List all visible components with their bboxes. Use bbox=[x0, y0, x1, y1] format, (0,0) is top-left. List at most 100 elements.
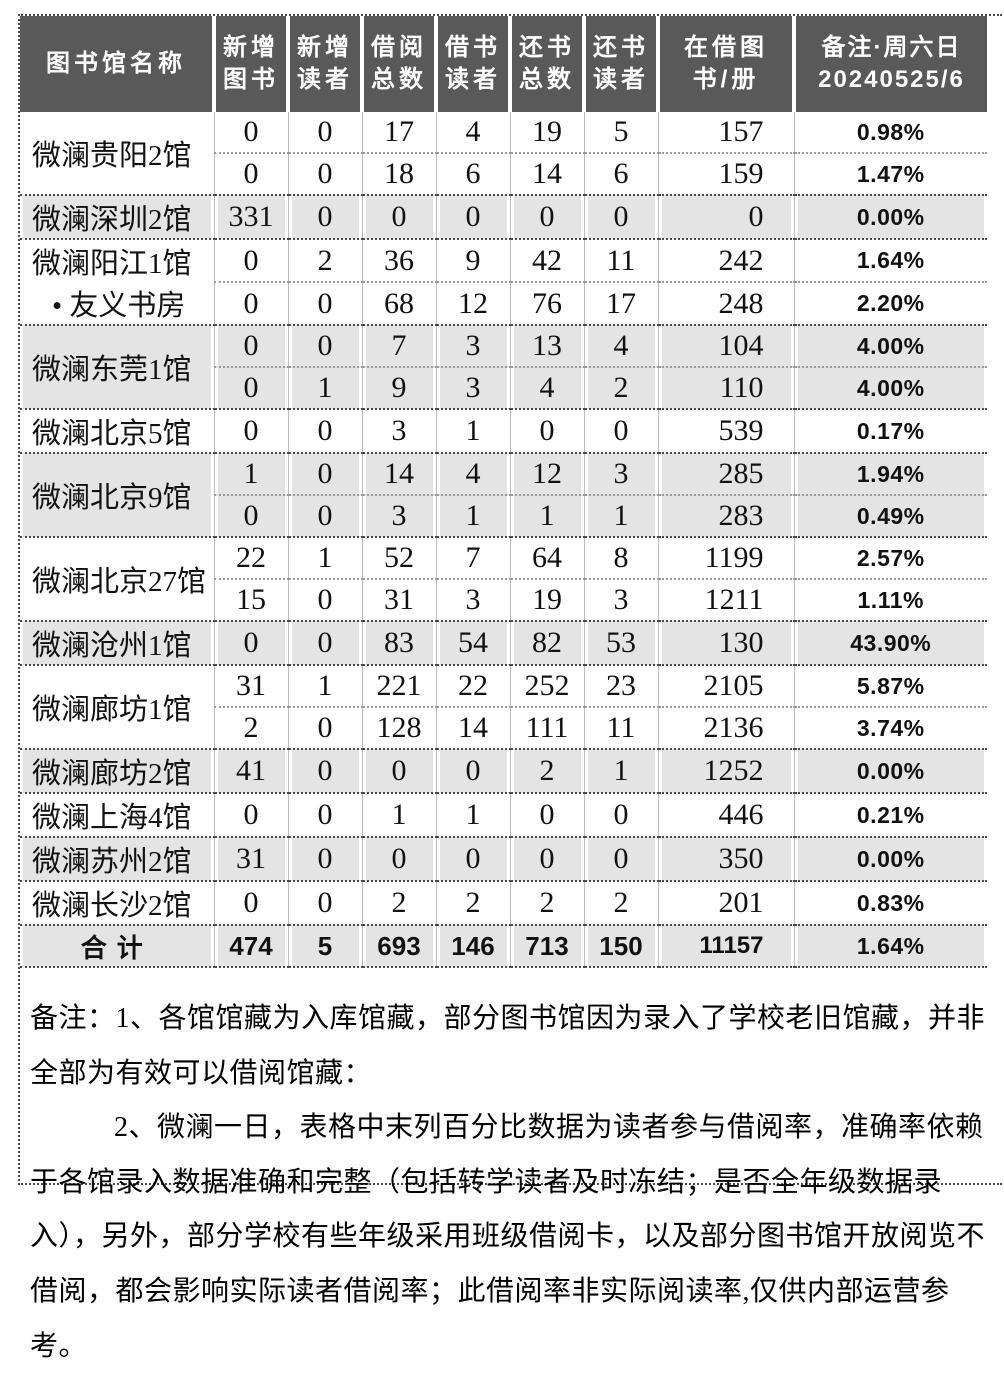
stat-cell: 111 bbox=[509, 707, 584, 750]
stat-cell: 221 bbox=[361, 665, 436, 708]
stat-cell: 693 bbox=[361, 925, 436, 968]
stat-cell: 0 bbox=[213, 621, 288, 666]
onloan-cell: 0 bbox=[657, 195, 794, 240]
stat-cell: 0 bbox=[583, 409, 658, 454]
stat-cell: 0 bbox=[213, 881, 288, 926]
onloan-cell: 159 bbox=[657, 153, 794, 196]
stat-cell: 0 bbox=[287, 707, 362, 750]
stat-cell: 19 bbox=[509, 112, 584, 154]
stat-cell: 0 bbox=[287, 153, 362, 196]
onloan-cell: 242 bbox=[657, 239, 794, 283]
stat-cell: 0 bbox=[287, 495, 362, 538]
stat-cell: 0 bbox=[213, 325, 288, 368]
stat-cell: 68 bbox=[361, 282, 436, 326]
onloan-cell: 446 bbox=[657, 793, 794, 838]
stat-cell: 252 bbox=[509, 665, 584, 708]
stat-cell: 14 bbox=[509, 153, 584, 196]
stat-cell: 0 bbox=[287, 282, 362, 326]
stat-cell: 0 bbox=[361, 195, 436, 240]
stat-cell: 3 bbox=[583, 579, 658, 622]
stat-cell: 0 bbox=[583, 195, 658, 240]
table-row: 微澜上海4馆 0 0 1 1 0 0 446 0.21% bbox=[20, 793, 987, 838]
onloan-cell: 130 bbox=[657, 621, 794, 666]
table-row: 微澜北京5馆 0 0 3 1 0 0 539 0.17% bbox=[20, 409, 987, 454]
col-header-library-name: 图书馆名称 bbox=[20, 16, 214, 112]
rate-cell: 0.00% bbox=[793, 749, 987, 794]
stat-cell: 0 bbox=[287, 112, 362, 154]
header-row: 图书馆名称 新增 图书 新增 读者 借阅 总数 借书 读者 bbox=[20, 16, 987, 112]
stat-cell: 0 bbox=[435, 749, 510, 794]
library-name: 微澜廊坊2馆 bbox=[32, 758, 192, 790]
onloan-cell: 157 bbox=[657, 112, 794, 154]
table-row: 2 0 128 14 111 11 2136 3.74% bbox=[20, 707, 987, 750]
table-row: 0 0 68 12 76 17 248 2.20% bbox=[20, 282, 987, 326]
stat-cell: 1 bbox=[509, 495, 584, 538]
header-label: 图书馆名称 bbox=[46, 50, 186, 77]
stat-cell: 128 bbox=[361, 707, 436, 750]
stat-cell: 1 bbox=[435, 495, 510, 538]
stat-cell: 146 bbox=[435, 925, 510, 968]
table-row: 微澜东莞1馆 0 0 7 3 13 4 104 4.00% bbox=[20, 325, 987, 410]
stat-cell: 11 bbox=[583, 239, 658, 283]
stat-cell: 14 bbox=[435, 707, 510, 750]
stat-cell: 22 bbox=[435, 665, 510, 708]
rate-cell: 1.11% bbox=[793, 579, 987, 622]
library-name: 微澜廊坊1馆 bbox=[32, 694, 192, 726]
stat-cell: 0 bbox=[213, 793, 288, 838]
rate-cell: 0.21% bbox=[793, 793, 987, 838]
library-name-cell: 微澜阳江1馆 • 友义书房 bbox=[20, 239, 214, 326]
stat-cell: 3 bbox=[583, 453, 658, 496]
stat-cell: 4 bbox=[509, 367, 584, 410]
stat-cell: 6 bbox=[435, 153, 510, 196]
stat-cell: 1 bbox=[287, 665, 362, 708]
stat-cell: 0 bbox=[509, 793, 584, 838]
onloan-cell: 11157 bbox=[657, 925, 794, 968]
rate-cell: 0.17% bbox=[793, 409, 987, 454]
stat-cell: 1 bbox=[287, 537, 362, 580]
stat-cell: 0 bbox=[213, 153, 288, 196]
stat-cell: 19 bbox=[509, 579, 584, 622]
stat-cell: 0 bbox=[287, 749, 362, 794]
stat-cell: 2 bbox=[509, 749, 584, 794]
stat-cell: 31 bbox=[361, 579, 436, 622]
col-header-new-readers: 新增 读者 bbox=[286, 16, 362, 112]
stat-cell: 9 bbox=[435, 239, 510, 283]
stat-cell: 18 bbox=[361, 153, 436, 196]
table-row: 微澜廊坊2馆 41 0 0 0 2 1 1252 0.00% bbox=[20, 749, 987, 794]
rate-cell: 1.64% bbox=[793, 925, 987, 968]
stat-cell: 0 bbox=[287, 325, 362, 368]
note-paragraph-1: 备注：1、各馆馆藏为入库馆藏，部分图书馆因为录入了学校老旧馆藏，并非全部为有效可… bbox=[30, 1003, 986, 1089]
stat-cell: 0 bbox=[213, 282, 288, 326]
stat-cell: 0 bbox=[213, 239, 288, 283]
stat-cell: 0 bbox=[435, 837, 510, 882]
col-header-borrow-total: 借阅 总数 bbox=[360, 16, 436, 112]
rate-cell: 3.74% bbox=[793, 707, 987, 750]
stat-cell: 0 bbox=[213, 409, 288, 454]
rate-cell: 2.57% bbox=[793, 537, 987, 580]
library-name: 微澜沧州1馆 bbox=[32, 630, 192, 662]
library-name-cell: 微澜贵阳2馆 bbox=[20, 112, 214, 196]
table-row: 微澜阳江1馆 • 友义书房 0 2 36 9 42 11 242 1.64% bbox=[20, 239, 987, 326]
notes: 备注：1、各馆馆藏为入库馆藏，部分图书馆因为录入了学校老旧馆藏，并非全部为有效可… bbox=[20, 968, 1002, 1374]
stat-cell: 1 bbox=[213, 453, 288, 496]
stat-cell: 0 bbox=[287, 793, 362, 838]
library-name-cell: 微澜长沙2馆 bbox=[20, 881, 214, 926]
stat-cell: 23 bbox=[583, 665, 658, 708]
library-name-cell: 微澜东莞1馆 bbox=[20, 325, 214, 410]
stat-cell: 0 bbox=[435, 195, 510, 240]
stat-cell: 1 bbox=[583, 495, 658, 538]
library-name: 微澜上海4馆 bbox=[32, 802, 192, 834]
stat-cell: 42 bbox=[509, 239, 584, 283]
library-name-cell: 微澜北京27馆 bbox=[20, 537, 214, 622]
rate-cell: 0.00% bbox=[793, 837, 987, 882]
rate-cell: 4.00% bbox=[793, 325, 987, 368]
stat-cell: 0 bbox=[287, 579, 362, 622]
table-row: 微澜深圳2馆 331 0 0 0 0 0 0 0.00% bbox=[20, 195, 987, 240]
table-row: 微澜廊坊1馆 31 1 221 22 252 23 2105 5.87% bbox=[20, 665, 987, 750]
stat-cell: 2 bbox=[509, 881, 584, 926]
stat-cell: 713 bbox=[509, 925, 584, 968]
stat-cell: 83 bbox=[361, 621, 436, 666]
library-name-cell: 微澜北京5馆 bbox=[20, 409, 214, 454]
stat-cell: 5 bbox=[287, 925, 362, 968]
stat-cell: 6 bbox=[583, 153, 658, 196]
